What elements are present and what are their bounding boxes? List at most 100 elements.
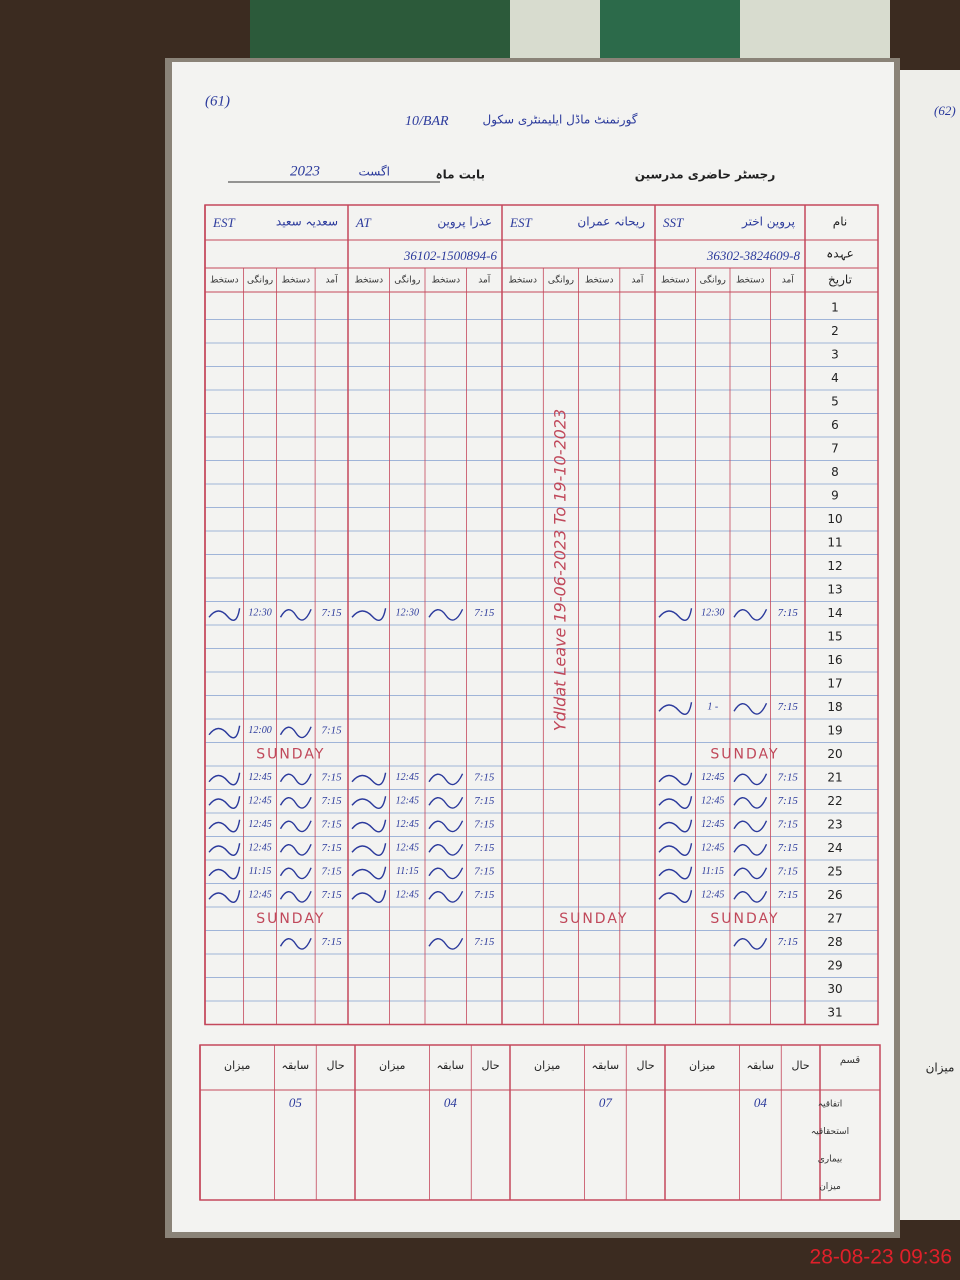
cnic: 36302-3824609-8 — [706, 248, 801, 263]
day-number: 20 — [827, 747, 842, 761]
departure-time: 12:45 — [396, 890, 419, 901]
signature — [428, 937, 464, 950]
sub-column-header: دستخط — [210, 276, 239, 286]
signature — [658, 796, 693, 809]
teacher-name: ریحانہ عمران — [577, 215, 645, 230]
arrival-time: 7:15 — [474, 607, 495, 619]
day-number: 27 — [827, 911, 842, 925]
day-number: 31 — [827, 1005, 842, 1019]
arrival-time: 7:15 — [778, 607, 799, 619]
signature — [733, 937, 768, 950]
day-number: 8 — [831, 465, 839, 479]
day-number: 10 — [827, 512, 842, 526]
departure-time: 12:45 — [396, 796, 419, 807]
departure-time: 12:45 — [701, 843, 724, 854]
summary-header: حال — [637, 1059, 655, 1072]
summary-header: سابقہ — [437, 1059, 465, 1072]
signature — [208, 866, 241, 880]
signature — [351, 866, 387, 880]
signature — [733, 702, 768, 715]
arrival-time: 7:15 — [778, 842, 799, 854]
summary-header: میزان — [379, 1059, 406, 1072]
arrival-time: 7:15 — [321, 865, 342, 877]
day-number: 23 — [827, 817, 842, 831]
sunday-note: SUNDAY — [559, 911, 628, 927]
arrival-time: 7:15 — [321, 724, 342, 736]
designation: EST — [212, 215, 235, 230]
sub-column-header: آمد — [326, 274, 339, 286]
day-number: 4 — [831, 371, 839, 385]
day-number: 16 — [827, 653, 842, 667]
sub-column-header: دستخط — [508, 276, 537, 286]
signature — [658, 772, 693, 786]
signature — [279, 726, 312, 739]
day-number: 14 — [827, 606, 842, 620]
arrival-time: 7:15 — [321, 818, 342, 830]
summary-header: سابقہ — [747, 1059, 775, 1072]
summary-previous: 04 — [444, 1095, 458, 1110]
departure-time: 12:00 — [248, 725, 271, 736]
signature — [428, 867, 464, 880]
summary-header: سابقہ — [282, 1059, 310, 1072]
signature — [351, 843, 387, 856]
register-table: 1234567891011121314151617181920212223242… — [199, 204, 881, 1201]
signature — [279, 820, 312, 833]
arrival-time: 7:15 — [474, 865, 495, 877]
school-code: 10/BAR — [405, 114, 449, 129]
summary-previous: 04 — [754, 1095, 768, 1110]
departure-time: 12:45 — [248, 819, 271, 830]
day-number: 22 — [827, 794, 842, 808]
day-number: 2 — [831, 324, 839, 338]
signature — [733, 890, 768, 903]
signature — [279, 867, 312, 880]
signature — [658, 890, 693, 903]
departure-time: 12:45 — [248, 843, 271, 854]
sub-column-header: روانگی — [394, 274, 420, 286]
summary-row-label: میزان — [819, 1182, 841, 1192]
day-number: 3 — [831, 347, 839, 361]
day-number: 30 — [827, 982, 842, 996]
signature — [279, 773, 312, 786]
sub-column-header: دستخط — [354, 276, 383, 286]
arrival-time: 7:15 — [321, 936, 342, 948]
arrival-time: 7:15 — [321, 607, 342, 619]
arrival-time: 7:15 — [778, 771, 799, 783]
signature — [351, 890, 387, 903]
signature — [351, 819, 387, 833]
signature — [351, 608, 387, 621]
signature — [279, 890, 312, 903]
arrival-time: 7:15 — [474, 818, 495, 830]
summary-header: میزان — [224, 1059, 251, 1072]
departure-time: 12:45 — [396, 819, 419, 830]
day-number: 18 — [827, 700, 842, 714]
signature — [658, 843, 693, 856]
departure-time: 12:30 — [248, 608, 271, 619]
sunday-note: SUNDAY — [710, 911, 779, 927]
summary-header: میزان — [534, 1059, 561, 1072]
summary-header: سابقہ — [592, 1059, 620, 1072]
day-number: 6 — [831, 418, 839, 432]
sub-column-header: دستخط — [736, 276, 765, 286]
departure-time: 12:45 — [396, 843, 419, 854]
arrival-time: 7:15 — [321, 842, 342, 854]
signature — [733, 843, 768, 856]
arrival-time: 7:15 — [474, 936, 495, 948]
day-number: 26 — [827, 888, 842, 902]
sub-column-header: دستخط — [431, 276, 460, 286]
sub-column-header: آمد — [782, 274, 795, 286]
day-number: 5 — [831, 394, 839, 408]
summary-row-label: استحقاقیہ — [811, 1127, 849, 1137]
day-number: 25 — [827, 864, 842, 878]
month: اگست — [358, 165, 390, 179]
departure-time: 11:15 — [396, 866, 419, 877]
day-number: 21 — [827, 770, 842, 784]
page-number: (61) — [205, 93, 230, 109]
day-number: 15 — [827, 629, 842, 643]
row-header: تاریخ — [828, 273, 852, 288]
summary-header: میزان — [689, 1059, 716, 1072]
signature — [208, 843, 241, 856]
signature — [208, 772, 241, 786]
signature — [658, 608, 693, 621]
